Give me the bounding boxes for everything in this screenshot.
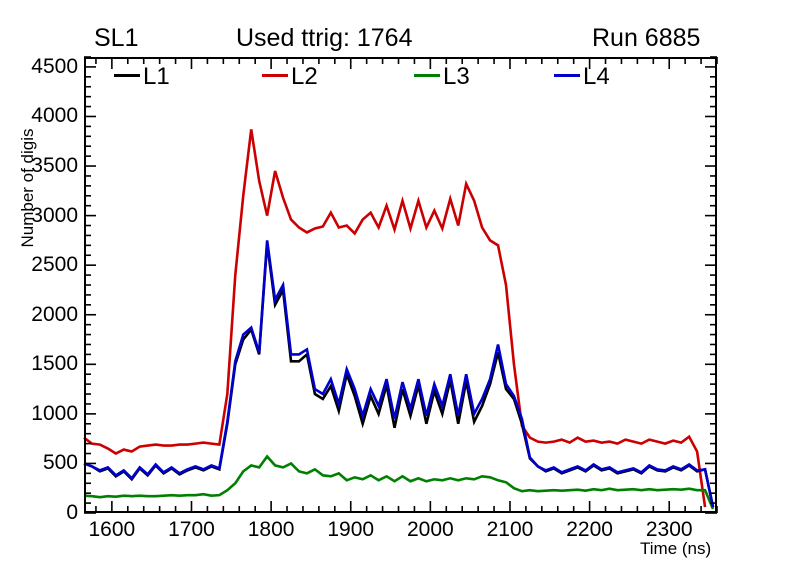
y-tick-label: 0 [66,501,78,524]
y-tick-label: 1500 [31,352,78,376]
chart-legend: L1 L2 L3 L4 [114,65,684,95]
y-tick-label: 2500 [31,253,78,277]
legend-label-l4: L4 [583,63,610,90]
x-axis-label: Time (ns) [640,539,712,558]
panel-label-sl: SL1 [94,24,139,52]
y-tick-label: 4500 [31,54,78,78]
plot-area: L1 L2 L3 L4 [83,56,718,514]
run-number-label: Run 6885 [592,24,701,52]
x-tick-label: 1800 [247,518,295,541]
legend-entry-l2[interactable]: L2 [262,65,318,93]
series-line-l4 [83,240,715,508]
x-tick-label: 1700 [168,518,215,541]
y-axis-label: Number of digis [18,128,37,248]
legend-swatch-l4 [554,73,580,77]
legend-swatch-l3 [414,73,440,77]
x-tick-label: 2000 [406,518,454,541]
chart-title-ttrig: Used ttrig: 1764 [236,24,413,52]
x-tick-label: 1900 [327,518,375,541]
legend-swatch-l2 [262,73,288,77]
legend-label-l2: L2 [291,63,318,90]
y-tick-label: 3500 [31,154,78,178]
x-tick-label: 2100 [486,518,534,541]
x-tick-label: 1600 [88,518,136,541]
legend-label-l1: L1 [143,63,170,90]
legend-entry-l1[interactable]: L1 [114,65,170,93]
x-tick-label: 2300 [645,518,693,541]
legend-label-l3: L3 [443,63,470,90]
y-tick-label: 1000 [31,401,78,425]
legend-entry-l3[interactable]: L3 [414,65,470,93]
y-tick-label: 2000 [31,302,78,326]
y-tick-label: 500 [42,451,78,475]
series-line-l2 [83,129,707,508]
plot-frame [84,57,717,513]
x-tick-label: 2200 [566,518,613,541]
legend-entry-l4[interactable]: L4 [554,65,610,93]
legend-swatch-l1 [114,73,140,77]
series-layer [83,129,715,510]
y-tick-label: 4000 [31,104,78,128]
series-line-l3 [83,454,715,510]
y-tick-label: 3000 [31,203,78,227]
